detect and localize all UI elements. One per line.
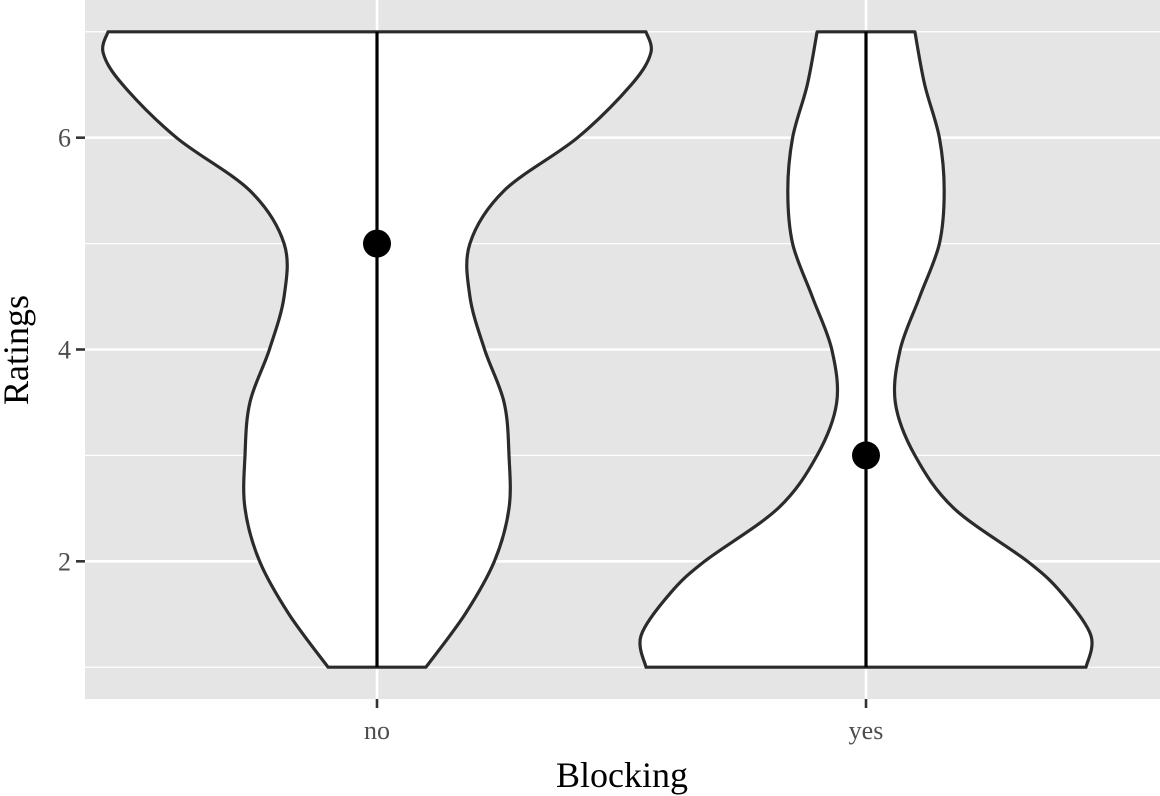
x-axis-title: Blocking xyxy=(556,755,688,795)
y-tick-label: 6 xyxy=(58,124,71,153)
median-point-no xyxy=(363,229,391,258)
x-axis: no yes xyxy=(364,699,883,745)
y-axis: 2 4 6 xyxy=(58,124,85,576)
y-tick-label: 2 xyxy=(58,547,71,576)
violins xyxy=(101,30,1094,669)
median-point-yes xyxy=(852,441,880,470)
x-tick-label-no: no xyxy=(364,716,390,745)
x-tick-label-yes: yes xyxy=(849,716,884,745)
y-tick-label: 4 xyxy=(58,336,71,365)
y-axis-title: Ratings xyxy=(0,295,36,405)
